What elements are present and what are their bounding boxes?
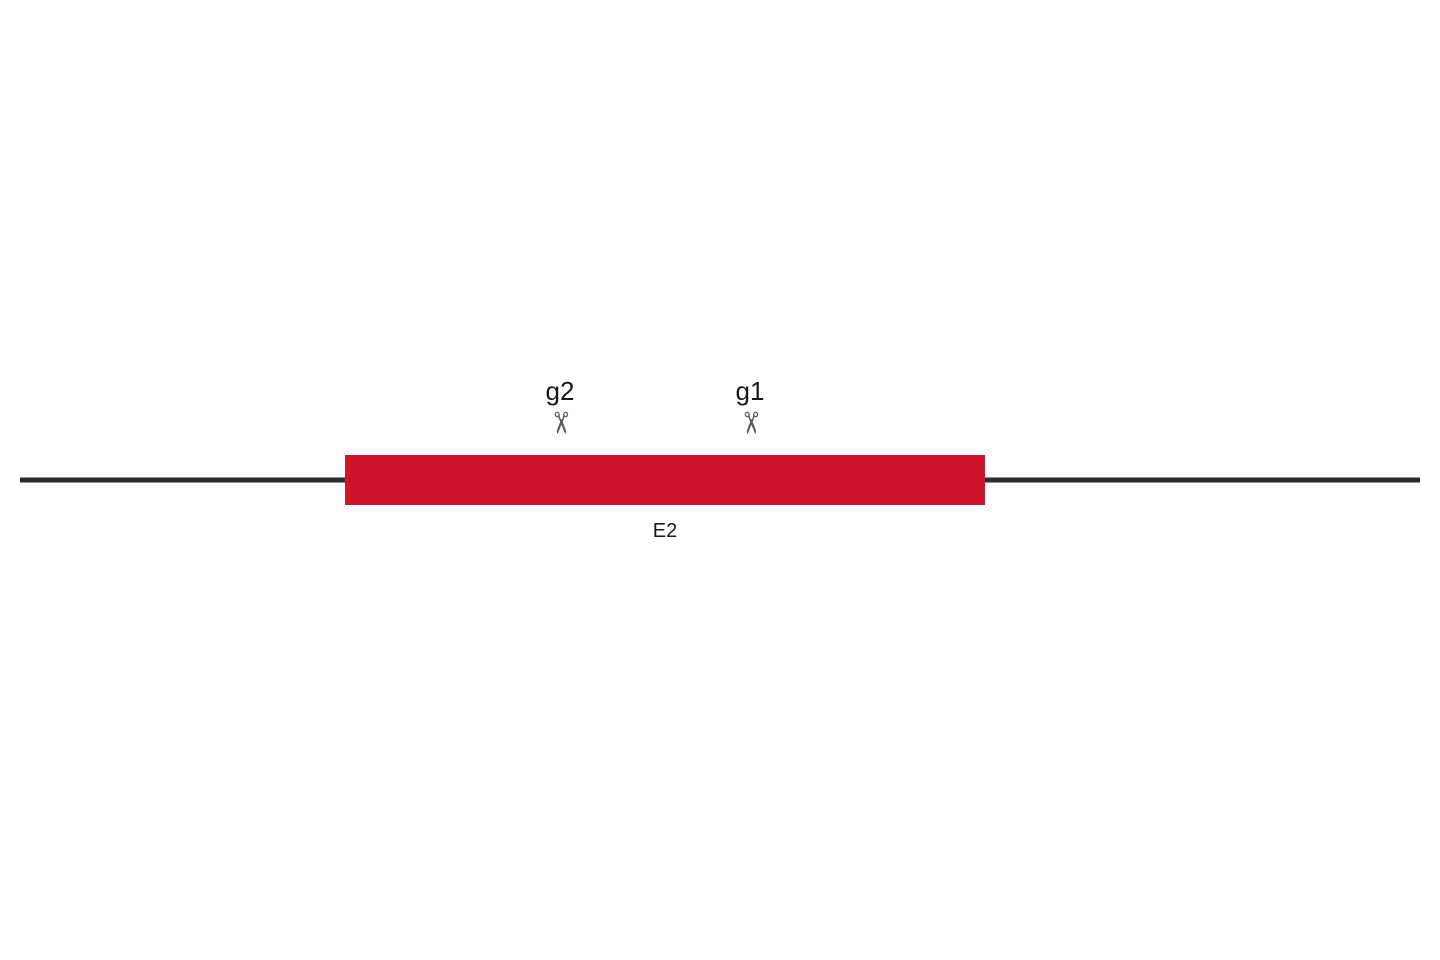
cut-site-g2: g2 ✂ xyxy=(520,378,600,438)
exon-label: E2 xyxy=(615,520,715,543)
gene-diagram: E2 g2 ✂ g1 ✂ xyxy=(0,0,1440,960)
cut-label-g2: g2 xyxy=(520,378,600,404)
exon-e2 xyxy=(345,455,985,505)
scissors-icon: ✂ xyxy=(735,410,765,435)
intron-line-right xyxy=(985,478,1420,483)
cut-label-g1: g1 xyxy=(710,378,790,404)
scissors-icon: ✂ xyxy=(545,410,575,435)
cut-site-g1: g1 ✂ xyxy=(710,378,790,438)
intron-line-left xyxy=(20,478,345,483)
